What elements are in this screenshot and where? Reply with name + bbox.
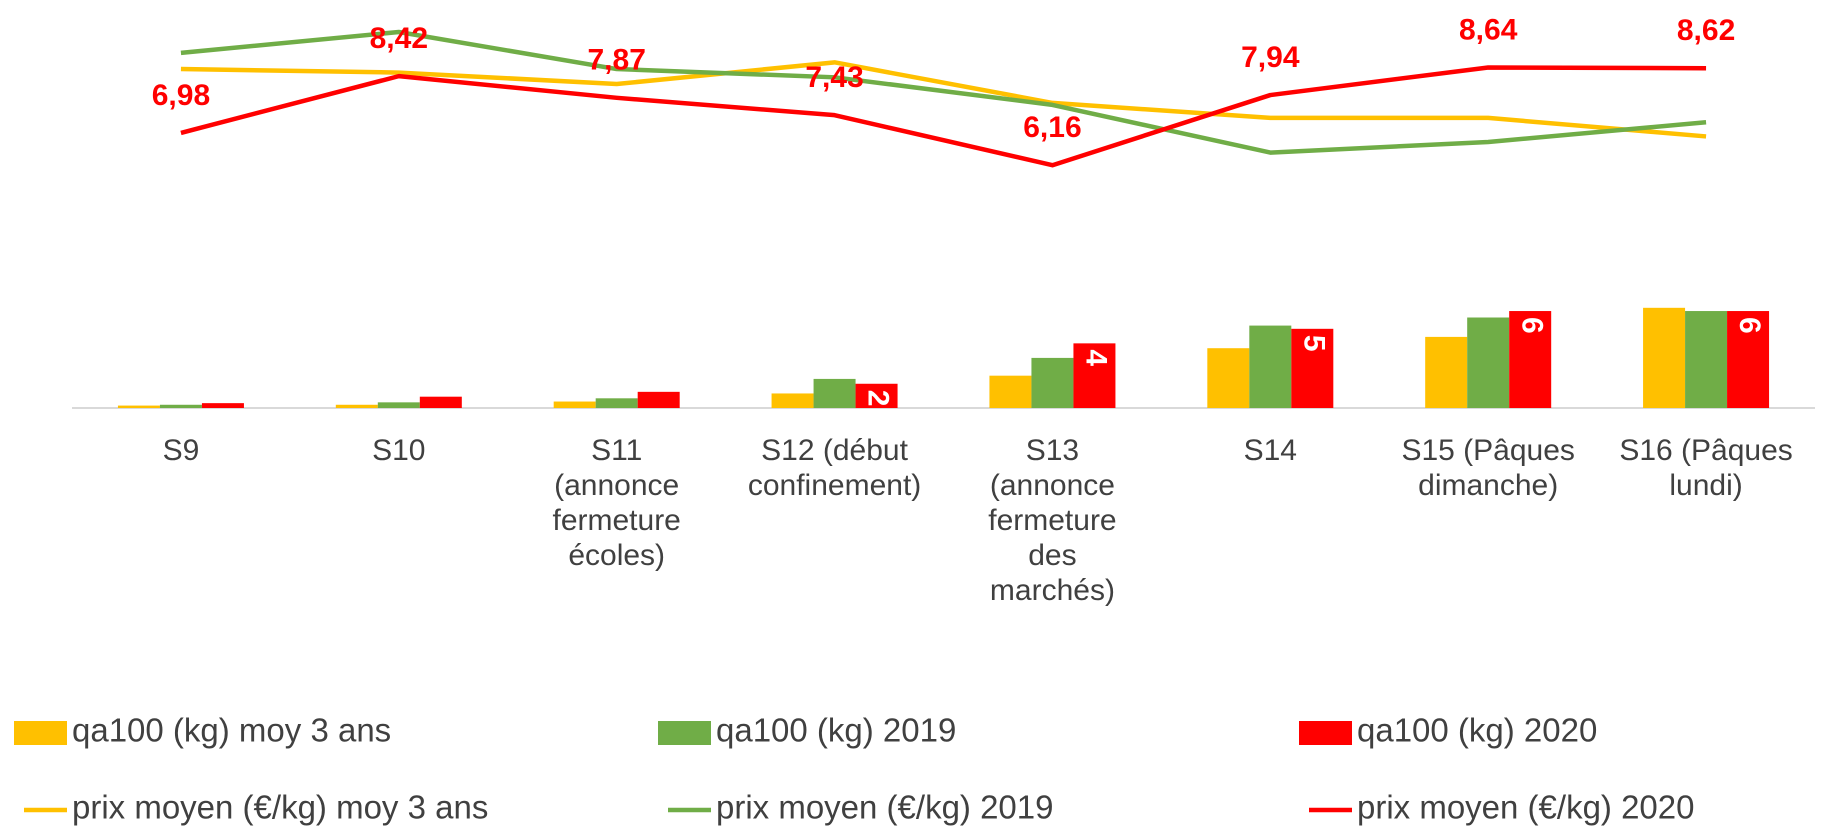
data-label: 7,87 xyxy=(587,44,645,77)
bar-value-label: 6 xyxy=(1733,317,1766,334)
legend-label: prix moyen (€/kg) 2020 xyxy=(1357,789,1695,826)
legend-label: qa100 (kg) 2019 xyxy=(716,712,956,749)
bar xyxy=(595,398,638,408)
bar xyxy=(813,378,856,408)
data-label: 8,64 xyxy=(1459,13,1518,46)
legend-label: qa100 (kg) moy 3 ans xyxy=(72,712,391,749)
bar-value-label: 6 xyxy=(1515,317,1548,334)
x-tick-label: S15 (Pâques dimanche) xyxy=(1401,434,1574,502)
bar xyxy=(553,401,596,408)
x-tick-label: S10 xyxy=(372,434,425,467)
bar xyxy=(1249,325,1292,408)
x-tick-label: S16 (Pâques lundi) xyxy=(1619,434,1792,502)
data-label: 6,16 xyxy=(1023,111,1081,144)
bar xyxy=(159,404,202,408)
line xyxy=(180,29,1707,155)
bar xyxy=(335,404,378,408)
bar xyxy=(637,391,680,408)
x-tick-label: S14 xyxy=(1244,434,1297,467)
bar xyxy=(1685,311,1728,408)
bar xyxy=(377,402,420,408)
bar-value-label: 2 xyxy=(862,390,895,407)
x-tick-label: S11 (annonce fermeture écoles) xyxy=(552,434,680,572)
line xyxy=(180,60,1707,139)
bar xyxy=(1509,311,1552,408)
legend-swatch xyxy=(658,721,711,745)
bar xyxy=(1467,317,1510,408)
x-tick-label: S13 (annonce fermeture des marchés) xyxy=(988,434,1116,607)
bar xyxy=(1425,336,1468,408)
data-label: 8,42 xyxy=(370,22,428,55)
data-label: 7,43 xyxy=(805,61,863,94)
bar-value-label: 4 xyxy=(1080,349,1113,366)
legend-label: qa100 (kg) 2020 xyxy=(1357,712,1597,749)
bar xyxy=(855,383,898,408)
bar xyxy=(989,375,1032,408)
bar-value-label: 5 xyxy=(1297,335,1330,352)
bar xyxy=(201,403,244,408)
line xyxy=(180,65,1707,168)
bar xyxy=(1291,328,1334,408)
data-label: 8,62 xyxy=(1677,14,1735,47)
data-label: 6,98 xyxy=(152,79,210,112)
x-tick-label: S12 (début confinement) xyxy=(748,434,921,502)
x-tick-label: S9 xyxy=(163,434,200,467)
bar xyxy=(1727,311,1770,408)
bar xyxy=(117,405,160,408)
bar xyxy=(1031,357,1074,408)
bar xyxy=(419,396,462,408)
bar xyxy=(771,393,814,408)
bar xyxy=(1073,343,1116,408)
legend-label: prix moyen (€/kg) moy 3 ans xyxy=(72,789,488,826)
legend-swatch xyxy=(1299,721,1352,745)
legend-swatch xyxy=(14,721,67,745)
bar xyxy=(1207,348,1250,408)
bar xyxy=(1643,307,1686,408)
data-label: 7,94 xyxy=(1241,41,1300,74)
legend-label: prix moyen (€/kg) 2019 xyxy=(716,789,1054,826)
